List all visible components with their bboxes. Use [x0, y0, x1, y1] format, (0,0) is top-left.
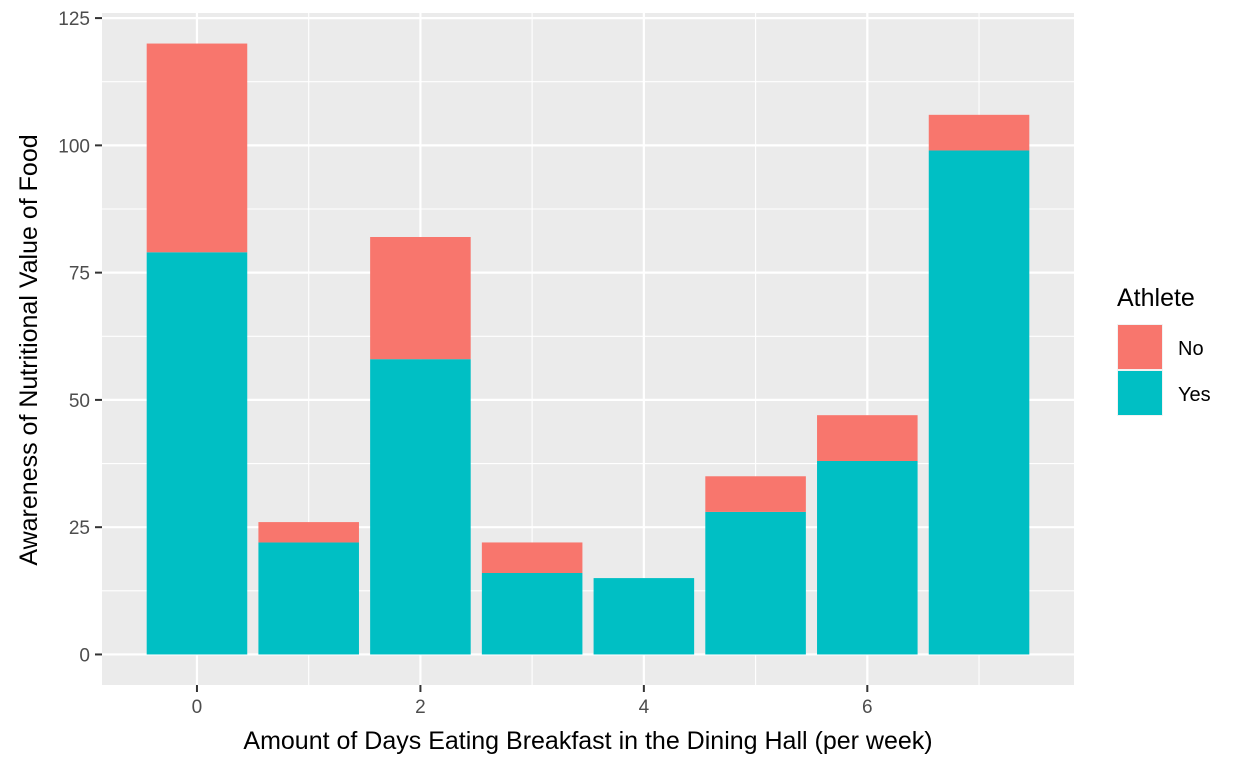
- y-tick-label: 0: [79, 645, 90, 666]
- y-tick-label: 100: [58, 136, 90, 157]
- y-tick-label: 25: [69, 518, 90, 539]
- bar-yes-0: [146, 252, 248, 655]
- y-tick-label: 50: [69, 391, 90, 412]
- legend-swatch-no: [1118, 325, 1162, 369]
- y-axis-title: Awareness of Nutritional Value of Food: [15, 134, 43, 565]
- bar-no-3: [481, 542, 583, 573]
- bar-yes-1: [258, 542, 359, 655]
- y-tick-label: 75: [69, 264, 90, 285]
- y-axis: 0 25 50 75 100 125: [58, 9, 102, 666]
- bar-yes-7: [928, 150, 1030, 655]
- bar-yes-6: [817, 461, 918, 655]
- bar-no-0: [146, 43, 248, 253]
- bars: [146, 43, 1030, 655]
- bar-yes-5: [705, 511, 806, 655]
- x-tick-label: 2: [415, 697, 426, 718]
- legend-title: Athlete: [1117, 284, 1195, 312]
- x-axis: 0 2 4 6: [192, 685, 873, 718]
- legend: Athlete No Yes: [1117, 284, 1211, 416]
- x-axis-title: Amount of Days Eating Breakfast in the D…: [243, 727, 932, 755]
- bar-no-1: [258, 522, 359, 543]
- plot-panel: [102, 13, 1074, 685]
- bar-yes-3: [481, 573, 583, 655]
- bar-no-6: [817, 415, 918, 461]
- x-tick-label: 0: [192, 697, 203, 718]
- bar-no-2: [370, 237, 471, 360]
- x-tick-label: 4: [639, 697, 650, 718]
- bar-no-7: [928, 114, 1030, 151]
- bar-no-5: [705, 476, 806, 512]
- legend-swatch-yes: [1118, 371, 1162, 415]
- legend-label-no: No: [1178, 338, 1204, 360]
- legend-label-yes: Yes: [1178, 384, 1211, 406]
- x-tick-label: 6: [862, 697, 873, 718]
- y-tick-label: 125: [58, 9, 90, 30]
- bar-yes-4: [593, 578, 695, 655]
- bar-yes-2: [370, 359, 471, 655]
